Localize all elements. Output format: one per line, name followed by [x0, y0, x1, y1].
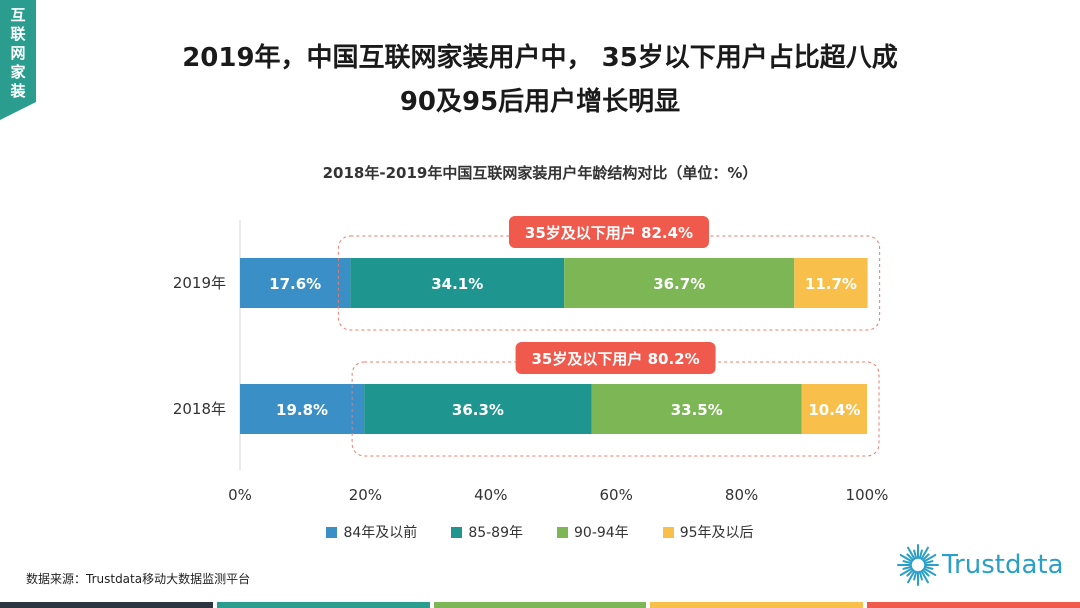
- trustdata-logo: Trustdata: [896, 540, 1066, 590]
- bar-segment: [240, 384, 365, 434]
- corner-tag-text: 互联网家装: [10, 6, 26, 100]
- data-label: 36.7%: [653, 275, 705, 293]
- annotation-text: 35岁及以下用户 80.2%: [532, 350, 700, 368]
- legend-swatch: [451, 526, 463, 538]
- x-tick-label: 80%: [725, 486, 758, 504]
- legend-item: 84年及以前: [326, 522, 417, 542]
- headline-line2: 90及95后用户增长明显: [399, 87, 681, 117]
- headline-line1: 2019年，中国互联网家装用户中， 35岁以下用户占比超八成: [182, 43, 898, 73]
- chart-title: 2018年-2019年中国互联网家装用户年龄结构对比（单位：%）: [322, 164, 758, 182]
- x-tick-label: 100%: [846, 486, 889, 504]
- data-label: 11.7%: [805, 275, 857, 293]
- annotation-text: 35岁及以下用户 82.4%: [525, 224, 693, 242]
- footer-bar-green: [433, 602, 647, 608]
- legend-label: 95年及以后: [679, 525, 754, 541]
- data-label: 10.4%: [808, 401, 860, 419]
- legend-swatch: [662, 526, 674, 538]
- logo-text: Trustdata: [942, 550, 1064, 580]
- burst-icon: [897, 544, 939, 586]
- bar-segment: [794, 258, 868, 308]
- data-label: 34.1%: [431, 275, 483, 293]
- x-tick-label: 60%: [600, 486, 633, 504]
- legend-label: 84年及以前: [343, 525, 418, 541]
- footer-color-bars: [0, 602, 1080, 608]
- data-label: 33.5%: [671, 401, 723, 419]
- category-label: 2019年: [173, 274, 226, 292]
- legend-label: 85-89年: [468, 525, 523, 541]
- x-tick-label: 0%: [228, 486, 252, 504]
- page-title: 2019年，中国互联网家装用户中， 35岁以下用户占比超八成 90及95后用户增…: [0, 36, 1080, 124]
- corner-tag: 互联网家装: [0, 0, 36, 120]
- legend-label: 90-94年: [574, 525, 629, 541]
- legend-item: 90-94年: [557, 522, 629, 542]
- bar-segment: [801, 384, 867, 434]
- chart-legend: 84年及以前 85-89年 90-94年 95年及以后: [0, 522, 1080, 542]
- annotation-pill: [508, 216, 709, 248]
- legend-item: 95年及以后: [662, 522, 754, 542]
- bar-segment: [350, 258, 565, 308]
- category-label: 2018年: [173, 400, 226, 418]
- footer-bar-red: [867, 602, 1080, 608]
- data-label: 36.3%: [452, 401, 504, 419]
- data-label: 17.6%: [269, 275, 321, 293]
- data-source: 数据来源：Trustdata移动大数据监测平台: [26, 572, 251, 586]
- footer-bar-yellow: [650, 602, 864, 608]
- legend-swatch: [326, 526, 338, 538]
- bar-segment: [240, 258, 351, 308]
- bar-segment: [364, 384, 592, 434]
- legend-item: 85-89年: [451, 522, 523, 542]
- x-tick-label: 40%: [474, 486, 507, 504]
- annotation-box: [351, 361, 880, 457]
- footer-bar-teal: [216, 602, 430, 608]
- bar-segment: [591, 384, 802, 434]
- bar-segment: [564, 258, 795, 308]
- legend-swatch: [557, 526, 568, 538]
- footer-bar-dark: [0, 602, 213, 608]
- x-tick-label: 20%: [349, 486, 382, 504]
- annotation-pill: [515, 342, 716, 374]
- data-label: 19.8%: [276, 401, 328, 419]
